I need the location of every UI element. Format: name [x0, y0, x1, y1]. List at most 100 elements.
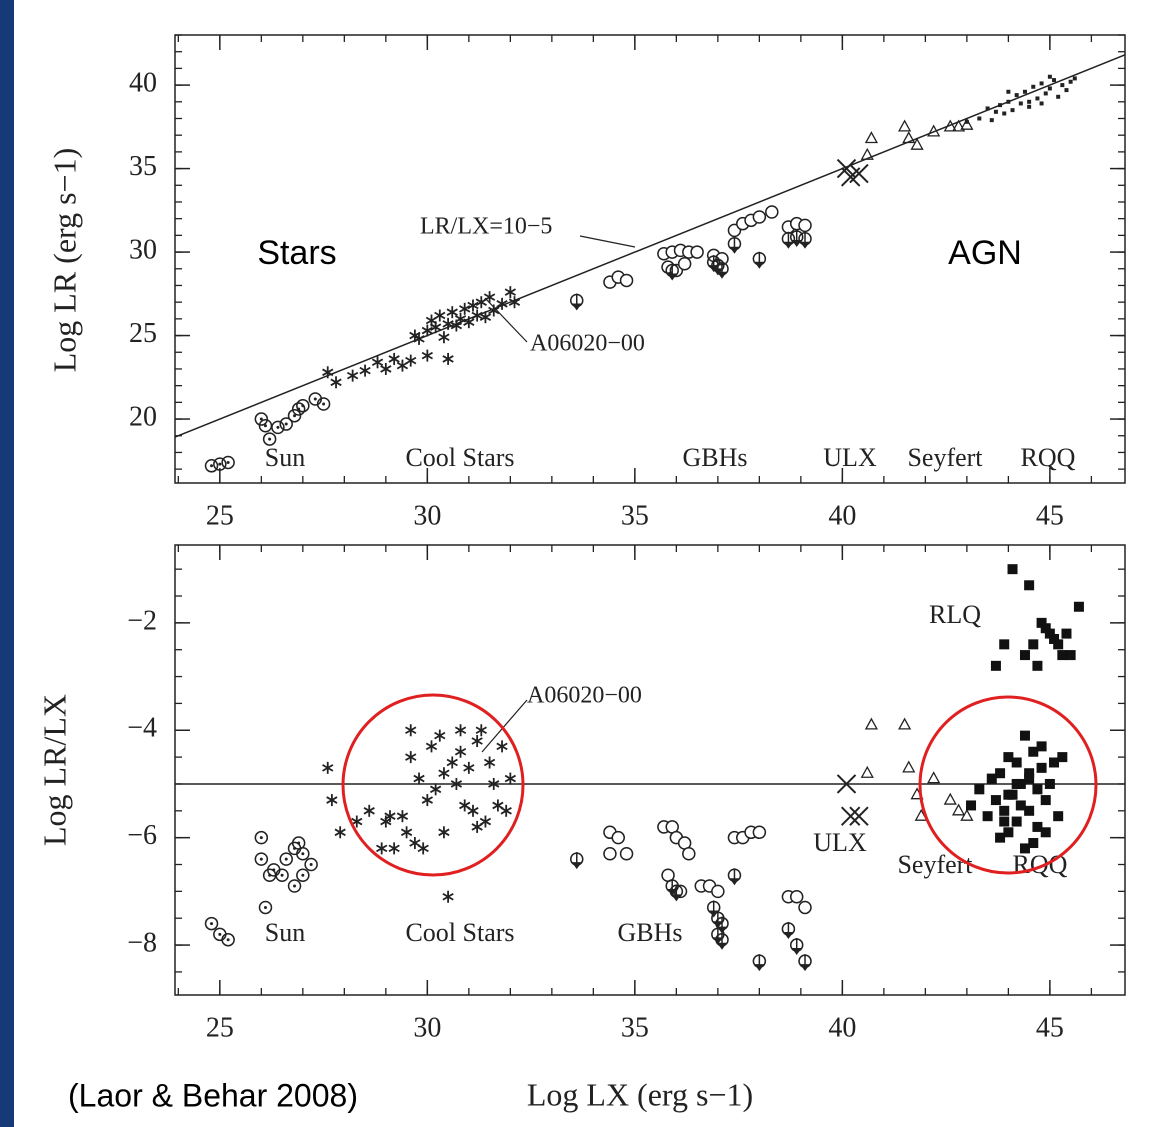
- marker-ring: [682, 847, 696, 861]
- marker-ring: [304, 857, 318, 872]
- data-point: [463, 316, 475, 329]
- data-point: [479, 311, 492, 324]
- x-tick-label: 40: [828, 1012, 856, 1043]
- marker-ring: [213, 457, 227, 471]
- data-point: [1028, 639, 1039, 650]
- data-point: [1056, 94, 1061, 99]
- data-point: [669, 884, 684, 902]
- marker-arrow: [800, 241, 811, 249]
- data-point: [1073, 601, 1084, 612]
- data-point: [508, 296, 521, 309]
- data-point: [995, 832, 1006, 843]
- marker-ring: [254, 830, 269, 845]
- x-tick-label: 30: [413, 500, 441, 531]
- marker-ring: [279, 852, 293, 866]
- marker-square: [1024, 580, 1035, 591]
- marker-dot: [293, 884, 297, 888]
- data-point: [413, 772, 425, 785]
- marker-stroke: [405, 356, 417, 365]
- x-tick-label: 40: [828, 500, 856, 531]
- data-point: [446, 756, 458, 769]
- data-point: [1061, 628, 1072, 639]
- marker-stroke: [475, 726, 487, 735]
- data-point: [993, 109, 998, 114]
- series-label: ULX: [813, 828, 867, 857]
- data-point: [454, 745, 467, 758]
- data-point: [752, 210, 767, 224]
- y-tick-label: −6: [127, 820, 157, 851]
- data-point: [258, 900, 273, 915]
- data-point: [279, 417, 293, 431]
- marker-dot: [313, 397, 317, 401]
- marker-square: [964, 119, 969, 124]
- data-point: [296, 847, 310, 861]
- data-point: [927, 124, 941, 137]
- data-point: [380, 362, 392, 375]
- data-point: [204, 459, 219, 473]
- data-point: [1003, 827, 1014, 838]
- data-point: [798, 218, 812, 233]
- marker-stroke: [496, 300, 508, 308]
- data-point: [1032, 784, 1043, 795]
- data-point: [1068, 79, 1073, 84]
- marker-square: [999, 816, 1010, 827]
- series-label: Cool Stars: [405, 918, 514, 947]
- marker-ring: [291, 402, 306, 416]
- data-point: [421, 349, 433, 362]
- highlight-circle: [918, 695, 1098, 875]
- marker-ring: [221, 455, 235, 470]
- data-point: [990, 795, 1001, 806]
- data-point: [1027, 99, 1032, 104]
- data-point: [898, 717, 912, 730]
- data-point: [603, 847, 617, 861]
- data-point: [1031, 84, 1036, 89]
- marker-stroke: [836, 158, 857, 179]
- data-point: [690, 245, 704, 259]
- marker-triangle: [960, 117, 974, 130]
- data-point: [254, 852, 269, 866]
- marker-arrow: [571, 862, 582, 870]
- data-point: [1006, 99, 1011, 104]
- marker-ring: [711, 884, 725, 899]
- marker-square: [1047, 74, 1052, 79]
- marker-square: [1049, 633, 1060, 644]
- data-point: [1052, 78, 1057, 83]
- data-point: [475, 724, 487, 737]
- data-point: [982, 811, 993, 822]
- data-point: [849, 163, 869, 184]
- x-tick-label: 25: [206, 500, 234, 531]
- data-point: [388, 352, 400, 365]
- data-point: [864, 131, 879, 144]
- marker-stroke: [471, 823, 483, 831]
- marker-stroke: [471, 737, 483, 745]
- data-point: [417, 842, 429, 855]
- data-point: [611, 830, 626, 845]
- marker-triangle: [910, 137, 924, 150]
- marker-stroke: [371, 358, 384, 367]
- data-point: [396, 810, 409, 823]
- marker-square: [1043, 91, 1048, 96]
- data-point: [864, 717, 879, 730]
- data-point: [287, 841, 302, 856]
- marker-arrow: [717, 271, 728, 279]
- data-point: [964, 119, 969, 124]
- data-point: [1035, 96, 1040, 101]
- data-point: [1057, 650, 1068, 661]
- marker-square: [1036, 762, 1047, 773]
- marker-triangle: [898, 717, 912, 730]
- data-point: [1053, 639, 1064, 650]
- data-point: [1024, 773, 1035, 784]
- data-point: [1022, 89, 1027, 94]
- marker-stroke: [400, 828, 413, 837]
- marker-triangle: [864, 131, 879, 144]
- marker-square: [1015, 800, 1026, 811]
- data-point: [204, 916, 219, 931]
- marker-square: [977, 116, 982, 121]
- data-point: [409, 837, 421, 850]
- data-point: [1072, 76, 1077, 81]
- marker-square: [1052, 78, 1057, 83]
- series-label: Cool Stars: [405, 443, 514, 472]
- marker-square: [1011, 816, 1022, 827]
- marker-square: [1007, 564, 1018, 575]
- data-point: [454, 312, 467, 325]
